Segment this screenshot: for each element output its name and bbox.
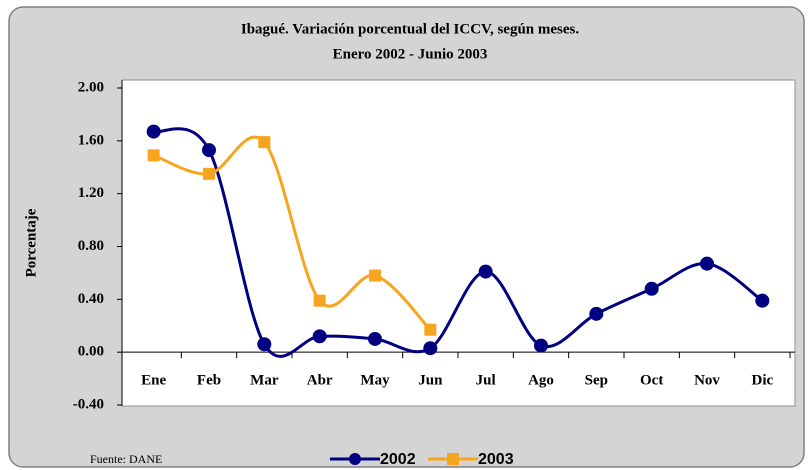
marker — [313, 294, 326, 307]
marker — [478, 264, 493, 279]
marker — [202, 143, 216, 158]
marker — [257, 337, 272, 352]
chart-subtitle: Enero 2002 - Junio 2003 — [333, 46, 488, 62]
marker — [258, 136, 271, 149]
x-tick-label: Oct — [640, 373, 663, 389]
chart-title: Ibagué. Variación porcentual del ICCV, s… — [241, 21, 579, 37]
marker — [589, 306, 604, 321]
marker — [423, 341, 438, 356]
marker — [755, 293, 770, 308]
y-tick-label: 1.60 — [78, 132, 104, 148]
marker — [203, 167, 215, 180]
x-tick-label: Dic — [751, 373, 773, 389]
x-tick-label: Abr — [307, 373, 333, 389]
x-tick-label: Mar — [250, 373, 279, 389]
y-tick-label: 0.40 — [78, 291, 104, 307]
legend-marker — [447, 453, 459, 465]
x-tick-label: Sep — [585, 373, 608, 389]
x-tick-label: Feb — [197, 373, 221, 389]
legend-label: 2003 — [478, 451, 514, 468]
marker — [534, 338, 548, 353]
x-tick-label: Nov — [694, 373, 720, 389]
x-tick-label: Jun — [418, 373, 443, 389]
marker — [700, 256, 714, 271]
legend-label: 2002 — [380, 451, 416, 468]
marker — [644, 281, 659, 296]
y-tick-label: 2.00 — [78, 79, 104, 95]
y-tick-label: 0.00 — [78, 344, 104, 360]
marker — [146, 124, 161, 139]
x-tick-label: May — [360, 373, 390, 389]
marker — [369, 269, 381, 282]
source: Fuente: DANE — [90, 452, 162, 466]
marker — [312, 329, 327, 344]
y-tick-label: 1.20 — [78, 185, 104, 201]
y-axis-label: Porcentaje — [23, 208, 39, 277]
x-tick-label: Jul — [476, 373, 496, 389]
legend-marker — [349, 453, 361, 465]
y-tick-label: -0.40 — [73, 396, 104, 412]
x-tick-label: Ene — [141, 373, 166, 389]
marker — [368, 331, 382, 346]
y-tick-label: 0.80 — [78, 238, 104, 254]
x-tick-label: Ago — [528, 373, 554, 389]
marker — [147, 149, 160, 162]
marker — [424, 323, 437, 336]
